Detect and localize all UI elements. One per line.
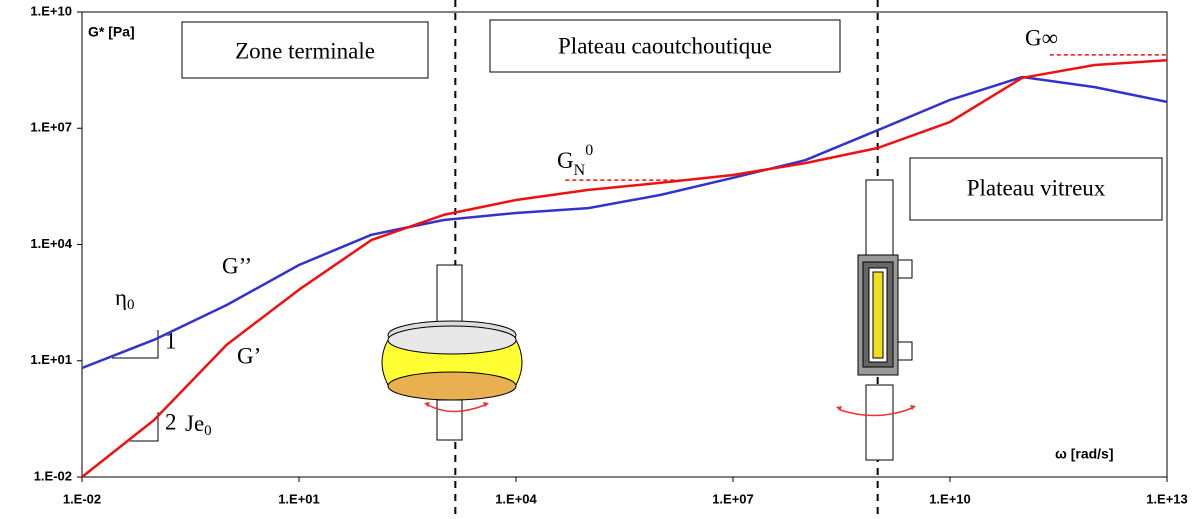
eta0-label: η0 <box>115 285 135 313</box>
y-tick-label: 1.E-02 <box>34 468 72 483</box>
series-line <box>81 58 1168 478</box>
y-tick-label: 1.E+04 <box>30 236 72 251</box>
series-label: G’ <box>237 343 261 368</box>
label-box <box>181 21 429 79</box>
gn0-sub: N <box>574 162 586 179</box>
series-label: G’’ <box>222 253 252 278</box>
zone-label: Plateau vitreux <box>967 175 1106 200</box>
x-tick-label: 1.E-02 <box>63 491 101 506</box>
zone-label: Plateau caoutchoutique <box>558 33 772 58</box>
x-tick-label: 1.E+10 <box>929 491 971 506</box>
zone-label: Zone terminale <box>235 38 375 63</box>
eta-base: η <box>115 285 127 310</box>
x-tick-label: 1.E+01 <box>278 491 320 506</box>
slope-label: 2 <box>165 409 177 434</box>
y-axis-label: G* [Pa] <box>88 24 135 40</box>
y-tick-label: 1.E+10 <box>30 3 72 18</box>
x-tick-label: 1.E+04 <box>495 491 537 506</box>
slope-triangle <box>112 330 159 359</box>
eta-sub: 0 <box>127 297 135 313</box>
je-base: Je <box>185 411 204 436</box>
g-inf-label: G∞ <box>1025 25 1058 50</box>
gn0-label: GN 0 <box>557 142 593 179</box>
gn0-sup: 0 <box>585 142 593 159</box>
label-box <box>489 19 841 73</box>
slope-triangle <box>130 412 159 442</box>
x-axis-label: ω [rad/s] <box>1055 446 1114 462</box>
gn0-base: G <box>557 148 574 173</box>
plot-layer <box>454 0 879 514</box>
slope-label: 1 <box>165 328 177 353</box>
y-tick-label: 1.E+07 <box>30 120 72 135</box>
plate-geometry-icon <box>381 264 523 441</box>
je-sub: 0 <box>204 423 212 439</box>
y-tick-label: 1.E+01 <box>30 352 72 367</box>
series-line <box>81 75 1168 370</box>
torsion-geometry-icon <box>836 179 916 461</box>
x-tick-label: 1.E+07 <box>712 491 754 506</box>
x-tick-label: 1.E+13 <box>1146 491 1188 506</box>
je0-label: Je0 <box>185 411 212 439</box>
label-box <box>909 157 1163 221</box>
